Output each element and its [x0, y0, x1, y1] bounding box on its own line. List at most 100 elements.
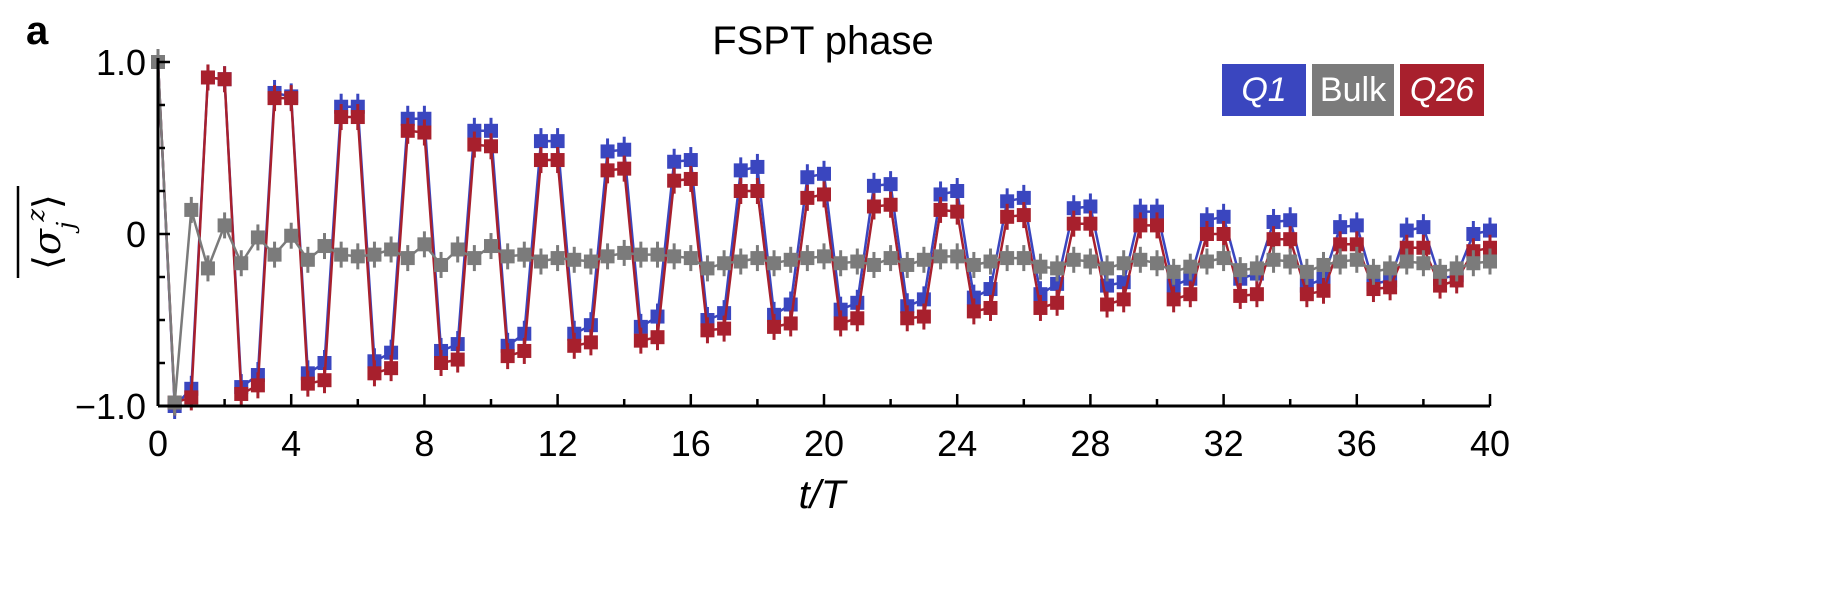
- data-point: [667, 249, 682, 264]
- data-point: [683, 171, 698, 186]
- data-point: [717, 256, 732, 271]
- data-point: [800, 170, 815, 185]
- data-point: [1333, 220, 1348, 235]
- legend-q26-swatch: [1400, 64, 1484, 116]
- svg-text:⟨σjz⟩: ⟨σjz⟩: [22, 194, 80, 270]
- data-point: [1016, 190, 1031, 205]
- y-tick-label: −1.0: [75, 386, 146, 427]
- data-point: [983, 254, 998, 269]
- data-point: [217, 72, 232, 87]
- plot-area: [151, 49, 1497, 419]
- data-point: [633, 247, 648, 262]
- data-point: [284, 91, 299, 106]
- y-tick-label: 1.0: [96, 42, 146, 83]
- data-point: [367, 366, 382, 381]
- data-point: [284, 228, 299, 243]
- data-point: [1333, 237, 1348, 252]
- data-point: [1383, 261, 1398, 276]
- data-point: [400, 123, 415, 138]
- x-tick-label: 8: [414, 423, 434, 464]
- data-point: [517, 343, 532, 358]
- x-tick-label: 12: [538, 423, 578, 464]
- data-point: [1233, 288, 1248, 303]
- data-point: [1066, 201, 1081, 216]
- data-point: [1283, 232, 1298, 247]
- y-axis-label: ⟨σjz⟩: [16, 186, 80, 278]
- data-point: [1316, 283, 1331, 298]
- axes: 0 4 8 12 16 20 24 28 32 36 401.00−1.0: [75, 42, 1510, 464]
- data-point: [900, 311, 915, 326]
- data-point: [1000, 209, 1015, 224]
- data-point: [550, 134, 565, 149]
- data-point: [700, 261, 715, 276]
- data-point: [750, 184, 765, 198]
- data-point: [883, 177, 898, 192]
- data-point: [417, 125, 432, 140]
- data-point: [1100, 297, 1115, 312]
- data-point: [717, 321, 732, 336]
- x-axis-label: t/T: [799, 473, 848, 517]
- data-point: [633, 333, 648, 348]
- data-point: [966, 257, 981, 272]
- data-point: [650, 330, 665, 345]
- data-point: [783, 297, 798, 312]
- data-point: [317, 373, 332, 388]
- data-point: [1249, 261, 1264, 276]
- data-point: [484, 123, 498, 138]
- data-point: [434, 356, 449, 370]
- data-point: [683, 153, 698, 168]
- data-point: [1166, 292, 1181, 307]
- data-point: [1199, 254, 1214, 269]
- data-point: [1016, 208, 1031, 223]
- data-point: [184, 202, 199, 217]
- data-point: [833, 256, 848, 271]
- data-point: [234, 386, 249, 401]
- data-point: [950, 249, 965, 264]
- data-point: [550, 251, 565, 266]
- data-point: [600, 144, 615, 159]
- data-point: [817, 166, 831, 181]
- data-point: [1283, 254, 1298, 269]
- data-point: [1233, 263, 1248, 278]
- data-point: [1083, 254, 1098, 269]
- data-point: [866, 257, 881, 272]
- data-point: [1399, 240, 1414, 255]
- data-point: [933, 249, 948, 264]
- data-point: [350, 110, 365, 125]
- data-point: [1466, 256, 1481, 271]
- data-point: [450, 352, 465, 367]
- data-point: [1150, 204, 1164, 219]
- data-point: [1466, 227, 1481, 241]
- data-point: [1066, 252, 1081, 267]
- data-point: [1266, 232, 1281, 247]
- panel-label: a: [26, 9, 49, 53]
- data-point: [1349, 218, 1364, 233]
- data-point: [950, 204, 965, 219]
- data-point: [384, 242, 399, 257]
- data-point: [250, 230, 265, 245]
- data-point: [217, 218, 232, 233]
- data-point: [1133, 204, 1148, 219]
- data-point: [1150, 218, 1164, 233]
- data-point: [1433, 264, 1448, 279]
- x-tick-label: 20: [804, 423, 844, 464]
- data-point: [1133, 218, 1148, 233]
- data-point: [767, 256, 782, 271]
- data-point: [1116, 292, 1131, 307]
- data-point: [667, 173, 682, 188]
- data-point: [533, 254, 548, 269]
- data-point: [1483, 223, 1497, 238]
- data-point: [733, 163, 748, 178]
- data-point: [1000, 251, 1015, 266]
- data-point: [583, 335, 598, 350]
- data-point: [1349, 237, 1364, 252]
- data-point: [1216, 251, 1231, 266]
- data-point: [1199, 213, 1214, 228]
- data-point: [1166, 264, 1181, 279]
- data-point: [317, 239, 332, 254]
- x-tick-label: 4: [281, 423, 301, 464]
- data-point: [933, 187, 948, 202]
- data-point: [334, 110, 349, 125]
- legend-q1-label: Q1: [1241, 71, 1286, 109]
- data-point: [334, 247, 349, 262]
